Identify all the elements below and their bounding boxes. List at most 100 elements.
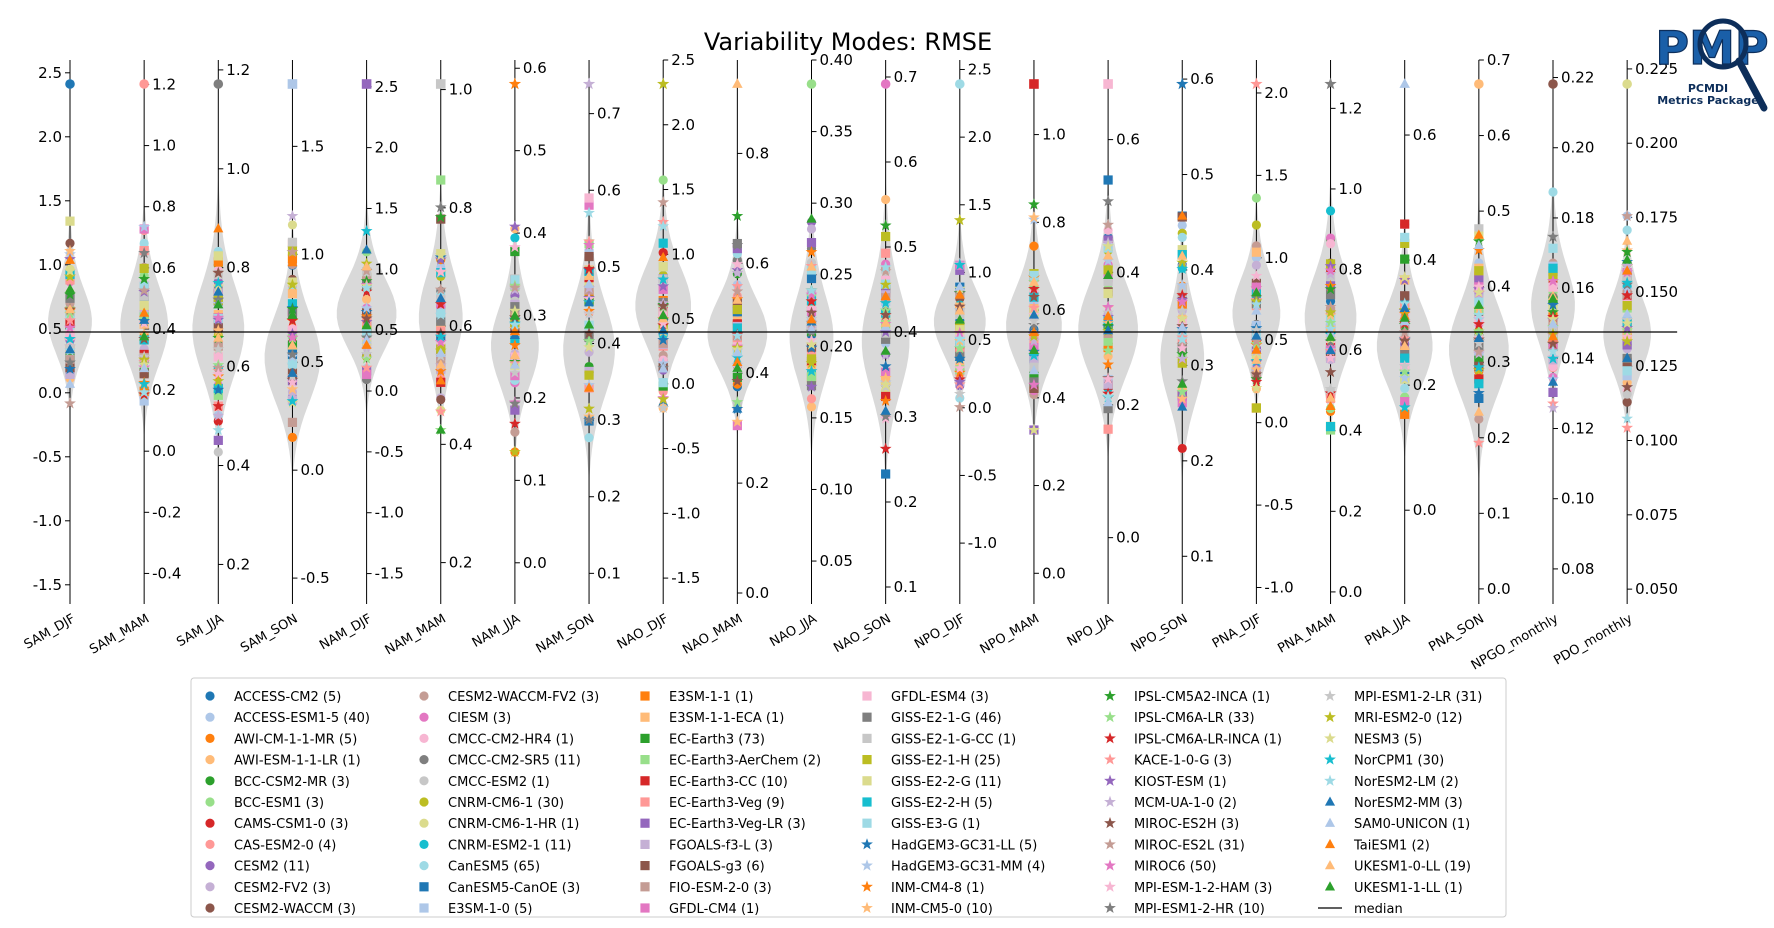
model-point: [360, 302, 373, 314]
model-point: [1622, 254, 1633, 264]
model-point: [435, 292, 446, 303]
tick-label: 0.14: [1561, 349, 1594, 367]
model-point: [583, 319, 595, 329]
legend-label: MIROC-ES2L (31): [1134, 838, 1245, 853]
model-point: [362, 294, 372, 304]
model-point: [1103, 403, 1113, 414]
model-point: [212, 343, 225, 355]
model-point: [362, 369, 372, 379]
model-point: [1102, 218, 1115, 230]
tick-label: 0.5: [894, 238, 918, 256]
tick-label: 0.0: [968, 399, 992, 417]
legend-label: GFDL-CM4 (1): [669, 902, 759, 917]
legend-label: NorESM2-MM (3): [1354, 796, 1463, 811]
legend-marker: [862, 733, 872, 743]
legend-label: CanESM5-CanOE (3): [448, 881, 580, 896]
model-point: [1621, 317, 1634, 329]
model-point: [731, 266, 744, 279]
model-point: [881, 248, 891, 258]
tick-label: 1.0: [968, 263, 992, 281]
model-point: [1472, 243, 1485, 256]
model-point: [1324, 316, 1337, 328]
model-point: [1325, 422, 1336, 432]
legend-label: CNRM-CM6-1-HR (1): [448, 817, 579, 832]
model-point: [434, 253, 447, 265]
category-label: SAM_JJA: [174, 611, 226, 650]
model-point: [1251, 220, 1261, 230]
model-point: [1472, 345, 1485, 357]
model-point: [1398, 359, 1411, 372]
legend-label: GISS-E2-1-G-CC (1): [891, 732, 1016, 747]
panel-npo-djf: -1.0 -0.5 0.0 0.5 1.0 1.5 2.0 2.5: [933, 60, 997, 604]
tick-label: 0.8: [1339, 261, 1363, 279]
model-point: [732, 362, 743, 372]
model-point: [1176, 385, 1189, 397]
model-point: [1324, 382, 1337, 395]
category-label: NAM_DJF: [317, 611, 374, 653]
model-point: [138, 272, 151, 285]
model-point: [360, 347, 373, 359]
model-point: [360, 361, 373, 373]
model-point: [360, 312, 373, 324]
model-point: [1472, 317, 1485, 330]
model-point: [806, 238, 817, 248]
model-point: [1474, 275, 1484, 285]
model-point: [1622, 225, 1632, 235]
legend-marker: [205, 839, 215, 850]
tick-label: 0.18: [1561, 209, 1594, 227]
model-point: [1103, 175, 1113, 185]
panel-nao-son: 0.10.20.30.40.50.60.7: [861, 60, 918, 604]
legend-label: CNRM-ESM2-1 (11): [448, 838, 571, 853]
model-point: [657, 393, 670, 405]
model-point: [1028, 198, 1040, 210]
tick-label: 0.0: [300, 461, 324, 479]
model-point: [1251, 330, 1262, 340]
tick-label: 0.3: [597, 411, 621, 429]
legend-label: MIROC6 (50): [1134, 860, 1216, 875]
tick-label: 0.3: [1190, 356, 1214, 374]
model-point: [806, 224, 817, 234]
legend-marker: [205, 691, 215, 701]
model-point: [658, 309, 669, 320]
tick-label: 0.6: [597, 181, 621, 199]
model-point: [1251, 260, 1261, 270]
model-point: [731, 238, 744, 251]
model-point: [1400, 353, 1410, 363]
model-point: [731, 209, 744, 222]
legend-marker: [1104, 795, 1116, 808]
model-point: [1028, 290, 1040, 302]
model-point: [287, 220, 298, 230]
model-point: [287, 367, 298, 377]
model-point: [657, 333, 670, 346]
model-point: [1251, 403, 1261, 413]
category-label: SAM_DJF: [22, 611, 78, 652]
model-point: [1176, 392, 1189, 404]
legend-label: NorESM2-LM (2): [1354, 775, 1459, 790]
model-point: [286, 331, 299, 343]
category-label: PNA_MAM: [1275, 611, 1338, 656]
model-point: [1400, 409, 1410, 419]
legend-marker: [1324, 732, 1336, 744]
model-point: [361, 339, 372, 349]
model-point: [1398, 270, 1411, 283]
model-point: [434, 405, 447, 417]
tick-label: 1.0: [1264, 249, 1288, 267]
tick-label: 0.0: [1264, 414, 1288, 432]
tick-label: 1.5: [375, 199, 399, 217]
model-point: [138, 220, 151, 232]
legend-label: HadGEM3-GC31-MM (4): [891, 860, 1045, 875]
legend-label: CESM2-WACCM (3): [234, 902, 356, 917]
legend-label: ACCESS-ESM1-5 (40): [234, 711, 370, 726]
model-point: [1474, 266, 1484, 276]
tick-label: 0.0: [1339, 583, 1363, 601]
legend-marker: [419, 712, 429, 722]
model-point: [286, 314, 299, 326]
tick-label: 0.15: [820, 409, 853, 427]
model-point: [1399, 312, 1410, 322]
category-label: NAM_JJA: [470, 611, 523, 650]
model-point: [953, 214, 966, 226]
model-point: [1028, 423, 1040, 436]
category-label: PNA_JJA: [1363, 611, 1413, 649]
tick-label: 0.3: [523, 307, 547, 325]
tick-label: 0.8: [745, 144, 769, 162]
